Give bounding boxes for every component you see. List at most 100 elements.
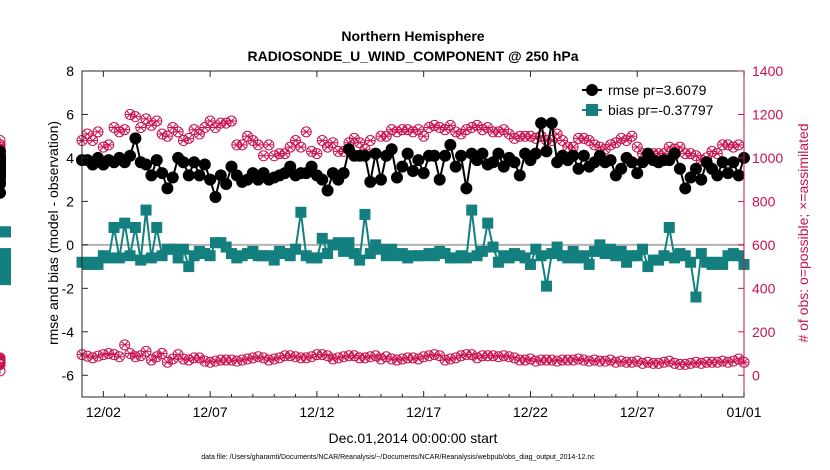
obs-possible-marker (156, 128, 168, 140)
obs-assimilated-marker (152, 117, 162, 125)
obs-possible-marker (140, 113, 152, 125)
obs-possible-marker (412, 353, 424, 365)
obs-assimilated-marker (168, 123, 178, 132)
obs-assimilated-marker (419, 353, 429, 361)
obs-assimilated-marker (178, 355, 188, 363)
y2-tick-label: 1000 (752, 150, 783, 166)
obs-assimilated-marker (627, 132, 637, 140)
bias-point (567, 245, 579, 257)
rmse-point (508, 156, 521, 169)
y-tick-label: -4 (62, 324, 75, 340)
x-tick-label: 01/01 (726, 404, 761, 420)
obs-possible-marker (471, 352, 483, 364)
rmse-point (721, 167, 734, 180)
rmse-point (689, 162, 702, 175)
bias-point (476, 245, 488, 257)
rmse-point (337, 167, 350, 180)
obs-assimilated-marker (557, 137, 567, 145)
obs-possible-marker (727, 141, 739, 153)
obs-possible-marker (300, 126, 312, 138)
obs-possible-marker (290, 135, 302, 147)
bias-point (487, 241, 499, 253)
obs-possible-marker (0, 135, 6, 147)
obs-assimilated-marker (349, 134, 359, 142)
bias-point (589, 245, 601, 257)
obs-possible-marker (391, 126, 403, 138)
bias-point (679, 250, 691, 262)
obs-assimilated-marker (291, 137, 301, 145)
obs-possible-marker (252, 139, 264, 151)
bias-point (119, 217, 131, 229)
y2-tick-label: 600 (752, 237, 776, 253)
obs-assimilated-marker (323, 352, 333, 360)
obs-possible-marker (284, 141, 296, 153)
bias-point (332, 237, 344, 249)
obs-assimilated-marker (584, 357, 594, 365)
obs-assimilated-marker (285, 143, 295, 151)
obs-possible-marker (583, 355, 595, 367)
rmse-point (0, 158, 6, 171)
bias-point (204, 250, 216, 262)
obs-assimilated-marker (210, 357, 220, 365)
obs-assimilated-marker (93, 128, 103, 136)
obs-possible-marker (129, 351, 141, 363)
obs-possible-marker (327, 353, 339, 365)
bias-point (290, 243, 302, 255)
obs-assimilated-marker (168, 355, 178, 363)
obs-possible-marker (204, 115, 216, 127)
bias-point (535, 250, 547, 262)
axes-layer: 12/02 12/07 12/12 12/17 12/22 12/27 01/01 -6 -4 -… (62, 63, 784, 420)
legend-bias-marker (586, 104, 598, 116)
rmse-point (150, 154, 163, 167)
obs-possible-marker (439, 354, 451, 366)
bias-point (316, 232, 328, 244)
obs-assimilated-marker (691, 152, 701, 160)
bias-point (140, 204, 152, 216)
rmse-point (711, 169, 724, 182)
obs-assimilated-marker (691, 358, 701, 366)
bias-point (615, 245, 627, 257)
obs-possible-marker (455, 350, 467, 362)
obs-possible-marker (172, 126, 184, 138)
obs-assimilated-marker (488, 352, 498, 360)
rmse-point (225, 160, 238, 173)
rmse-point (188, 156, 201, 169)
obs-possible-marker (268, 150, 280, 162)
x-tick-label: 12/12 (299, 404, 334, 420)
y-tick-label: -6 (62, 367, 75, 383)
rmse-point (695, 173, 708, 186)
obs-possible-marker (450, 352, 462, 364)
obs-assimilated-marker (659, 358, 669, 366)
obs-assimilated-marker (467, 351, 477, 359)
obs-assimilated-marker (232, 357, 242, 365)
obs-assimilated-marker (253, 141, 263, 149)
bias-point (583, 258, 595, 270)
obs-assimilated-marker (568, 356, 578, 364)
obs-assimilated-marker (259, 152, 269, 160)
obs-possible-marker (626, 130, 638, 142)
obs-possible-marker (242, 353, 253, 365)
legend: rmse pr=3.6079 bias pr=-0.37797 (578, 78, 734, 122)
obs-possible-marker (183, 132, 195, 144)
rmse-point (321, 184, 334, 197)
obs-assimilated-marker (104, 141, 114, 149)
rmse-point (497, 160, 510, 173)
obs-assimilated-marker (328, 355, 338, 363)
obs-possible-marker (97, 141, 109, 153)
obs-possible-marker (423, 350, 435, 362)
obs-assimilated-marker (184, 134, 194, 142)
obs-assimilated-marker (429, 351, 439, 359)
rmse-point (0, 169, 6, 182)
obs-assimilated-marker (381, 132, 391, 140)
obs-possible-marker (370, 350, 382, 362)
bias-point (546, 248, 558, 260)
obs-possible-marker (722, 356, 734, 368)
obs-possible-marker (375, 353, 387, 365)
legend-bias-label: bias pr=-0.37797 (608, 102, 714, 118)
obs-assimilated-marker (312, 150, 322, 158)
rmse-point (449, 160, 462, 173)
rmse-point (396, 160, 409, 173)
obs-assimilated-marker (93, 352, 103, 360)
obs-assimilated-marker (157, 349, 167, 358)
obs-assimilated-marker (579, 356, 589, 364)
